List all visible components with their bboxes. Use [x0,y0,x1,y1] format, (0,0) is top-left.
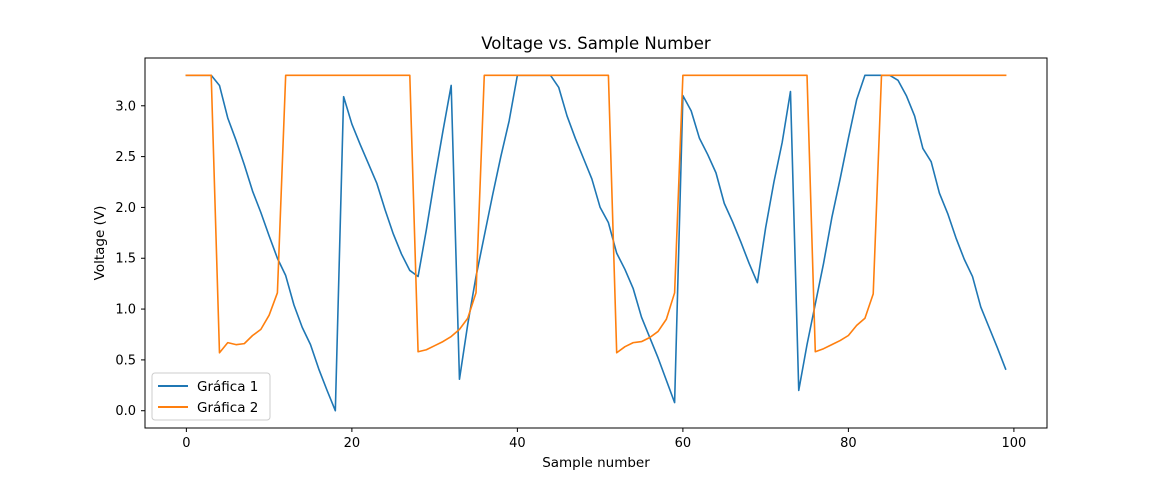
y-tick-label: 0.5 [115,353,136,368]
y-tick-label: 1.0 [115,303,136,318]
series-line-2 [185,74,1007,354]
y-tick-label: 2.0 [115,201,136,216]
x-tick-label: 40 [509,436,526,451]
y-tick-label: 3.0 [115,99,136,114]
x-tick-label: 100 [1001,436,1026,451]
chart-title: Voltage vs. Sample Number [481,34,711,53]
legend-box [151,372,271,421]
x-tick-label: 20 [344,436,361,451]
legend: Gráfica 1 Gráfica 2 [151,372,271,421]
legend-label-series-2: Gráfica 2 [197,400,258,416]
x-tick-label: 60 [675,436,692,451]
y-axis-label: Voltage (V) [92,206,108,281]
series-layer [185,74,1007,412]
x-axis-ticks: 0 20 40 60 80 100 [182,428,1026,451]
x-axis-label: Sample number [542,455,650,471]
y-tick-label: 1.5 [115,252,136,267]
y-tick-label: 2.5 [115,150,136,165]
series-line-1 [185,74,1007,412]
legend-label-series-1: Gráfica 1 [197,379,258,395]
y-tick-label: 0.0 [115,404,136,419]
plot-frame [144,57,1048,429]
y-axis-ticks: 0.0 0.5 1.0 1.5 2.0 2.5 3.0 [115,99,145,419]
x-tick-label: 0 [182,436,190,451]
x-tick-label: 80 [840,436,857,451]
